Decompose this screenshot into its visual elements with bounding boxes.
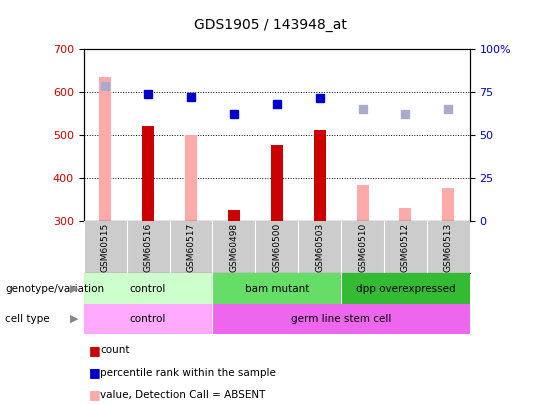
Bar bbox=[271, 145, 283, 221]
Bar bbox=[212, 304, 470, 334]
Text: ■: ■ bbox=[89, 366, 101, 379]
Text: GSM60510: GSM60510 bbox=[358, 222, 367, 272]
Bar bbox=[142, 126, 154, 221]
Text: GSM60516: GSM60516 bbox=[144, 222, 153, 272]
Bar bbox=[228, 210, 240, 221]
Text: GSM60498: GSM60498 bbox=[230, 222, 238, 272]
Bar bbox=[84, 304, 212, 334]
Bar bbox=[442, 188, 454, 221]
Bar bbox=[99, 77, 111, 221]
Text: value, Detection Call = ABSENT: value, Detection Call = ABSENT bbox=[100, 390, 265, 400]
Text: ■: ■ bbox=[89, 388, 101, 401]
Bar bbox=[400, 208, 411, 221]
Text: genotype/variation: genotype/variation bbox=[5, 284, 105, 294]
Bar bbox=[356, 185, 369, 221]
Text: ■: ■ bbox=[89, 344, 101, 357]
Bar bbox=[341, 273, 470, 304]
Text: ▶: ▶ bbox=[70, 314, 79, 324]
Bar bbox=[84, 273, 212, 304]
Text: GDS1905 / 143948_at: GDS1905 / 143948_at bbox=[193, 18, 347, 32]
Bar bbox=[314, 130, 326, 221]
Text: count: count bbox=[100, 345, 130, 355]
Text: GSM60500: GSM60500 bbox=[272, 222, 281, 272]
Text: GSM60515: GSM60515 bbox=[100, 222, 110, 272]
Text: control: control bbox=[130, 314, 166, 324]
Text: control: control bbox=[130, 284, 166, 294]
Text: dpp overexpressed: dpp overexpressed bbox=[356, 284, 455, 294]
Bar bbox=[185, 134, 197, 221]
Text: cell type: cell type bbox=[5, 314, 50, 324]
Text: percentile rank within the sample: percentile rank within the sample bbox=[100, 368, 276, 377]
Text: GSM60512: GSM60512 bbox=[401, 222, 410, 272]
Text: bam mutant: bam mutant bbox=[245, 284, 309, 294]
Text: ▶: ▶ bbox=[70, 284, 79, 294]
Text: GSM60503: GSM60503 bbox=[315, 222, 324, 272]
Text: GSM60513: GSM60513 bbox=[444, 222, 453, 272]
Text: germ line stem cell: germ line stem cell bbox=[291, 314, 392, 324]
Text: GSM60517: GSM60517 bbox=[186, 222, 195, 272]
Bar bbox=[212, 273, 341, 304]
